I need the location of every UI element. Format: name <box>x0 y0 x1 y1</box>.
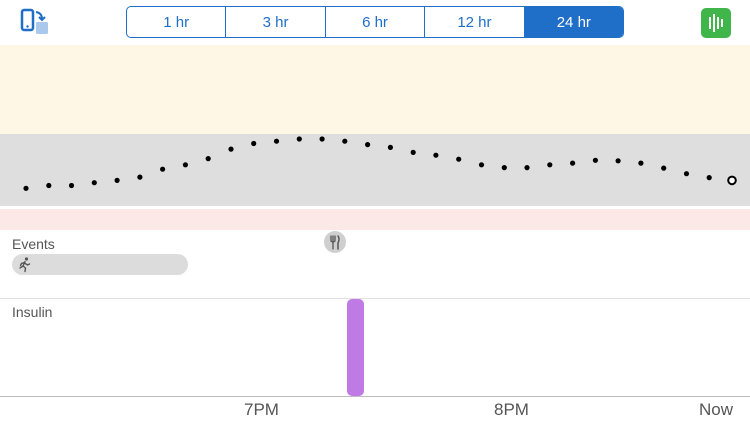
glucose-point <box>114 177 120 183</box>
glucose-point <box>228 146 234 152</box>
meal-event-marker[interactable] <box>324 231 346 253</box>
glucose-point <box>365 142 371 148</box>
time-range-selector: 1 hr 3 hr 6 hr 12 hr 24 hr <box>126 6 624 38</box>
glucose-point <box>205 156 211 162</box>
glucose-point <box>296 136 302 142</box>
statistics-button[interactable] <box>701 8 731 38</box>
exercise-event-bar[interactable] <box>12 254 188 275</box>
time-axis-line <box>0 396 750 397</box>
range-24hr-button[interactable]: 24 hr <box>524 7 623 37</box>
glucose-point <box>387 144 393 150</box>
target-range-zone <box>0 134 750 206</box>
glucose-point <box>706 175 712 181</box>
glucose-point <box>547 162 553 168</box>
glucose-point <box>182 162 188 168</box>
time-label-7pm: 7PM <box>244 400 279 419</box>
range-3hr-button[interactable]: 3 hr <box>226 7 326 37</box>
glucose-point <box>524 165 530 171</box>
glucose-point <box>501 165 507 171</box>
glucose-point <box>91 180 97 186</box>
rotate-device-icon <box>20 8 48 34</box>
glucose-point <box>23 185 29 191</box>
glucose-point <box>160 166 166 172</box>
toolbar: 1 hr 3 hr 6 hr 12 hr 24 hr <box>0 0 750 45</box>
glucose-point <box>456 156 462 162</box>
glucose-point <box>638 160 644 166</box>
low-range-zone <box>0 209 750 230</box>
rotate-device-button[interactable] <box>20 8 50 38</box>
glucose-point <box>615 158 621 164</box>
glucose-point <box>251 140 257 147</box>
glucose-point <box>433 152 439 158</box>
range-6hr-button[interactable]: 6 hr <box>326 7 426 37</box>
current-glucose-point <box>727 175 737 186</box>
fork-knife-icon <box>330 235 340 250</box>
section-divider <box>0 298 750 299</box>
glucose-point <box>683 171 690 177</box>
glucose-point <box>342 138 348 144</box>
insulin-dose-bar[interactable] <box>347 299 364 396</box>
glucose-point <box>68 182 75 189</box>
time-label-now: Now <box>699 400 734 419</box>
insulin-label: Insulin <box>12 304 53 320</box>
time-label-8pm: 8PM <box>494 400 529 419</box>
glucose-point <box>661 165 667 171</box>
glucose-point <box>46 182 52 189</box>
running-person-icon <box>19 257 31 273</box>
range-12hr-button[interactable]: 12 hr <box>425 7 525 37</box>
high-range-zone <box>0 45 750 134</box>
bar-chart-icon <box>709 14 723 32</box>
glucose-point <box>319 136 325 142</box>
glucose-point <box>592 157 599 163</box>
glucose-point <box>137 174 143 180</box>
events-label: Events <box>12 236 55 252</box>
glucose-point <box>570 160 576 166</box>
glucose-point <box>273 138 280 144</box>
glucose-point <box>478 162 485 168</box>
range-1hr-button[interactable]: 1 hr <box>127 7 227 37</box>
glucose-point <box>410 149 416 155</box>
